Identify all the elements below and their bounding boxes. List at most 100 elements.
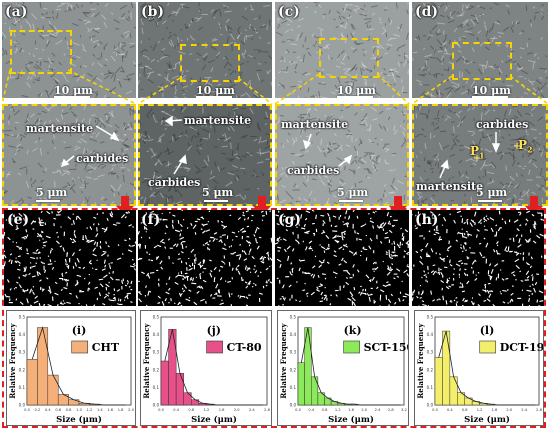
scale-label: 10 μm [54, 84, 93, 97]
sem-texture [140, 106, 270, 204]
scale-bar [339, 200, 363, 202]
scale-bar [36, 200, 60, 202]
annotation-arrows [302, 133, 353, 167]
histogram-i: 0.0 0.2 0.4 0.6 0.8 1.0 1.2 1.4 1.6 1.8 2.0 0.0 0.1 0… [6, 310, 136, 426]
scale-bar [337, 96, 373, 98]
annotation-arrows [164, 115, 187, 175]
zoom-panel-c: martensite carbides 5 μm [275, 104, 409, 206]
histogram-j: 0.0 0.4 0.8 1.2 1.6 2.0 2.4 2.8 0.0 0.1 0.2 0.3 0.4 0… [140, 310, 272, 426]
y-tick-label: 0.2 [19, 367, 26, 372]
y-tick-label: 0.3 [290, 350, 297, 355]
fit-curve [438, 330, 536, 406]
x-tick-label: 1.2 [477, 408, 483, 412]
annotation-martensite: martensite [26, 122, 94, 135]
x-tick-label: 0.4 [447, 408, 453, 412]
y-tick-label: 0.4 [290, 332, 297, 337]
scale-label: 5 μm [36, 186, 68, 199]
histogram-l: 0.0 0.4 0.8 1.2 1.6 2.0 2.4 2.8 0.0 0.1 0.2 0.3 0.4 0… [414, 310, 544, 426]
legend-label: CHT [92, 341, 120, 354]
y-tick-label: 0.2 [427, 367, 434, 372]
y-tick-label: 0.4 [153, 332, 160, 337]
annotation-carbides: carbides [148, 176, 201, 189]
legend-swatch [206, 340, 223, 354]
x-tick-label: 0.8 [462, 408, 468, 412]
histogram-bar [434, 357, 443, 406]
x-tick-label: 1.6 [107, 408, 113, 412]
y-tick-label: 0.5 [427, 315, 434, 320]
fit-curve [164, 329, 264, 406]
panel-label: (k) [344, 324, 362, 337]
panel-label: (j) [207, 324, 221, 337]
x-tick-label: 2.8 [264, 408, 270, 412]
y-tick-label: 0.1 [19, 385, 26, 390]
x-axis-label: Size (μm) [56, 414, 102, 425]
binary-texture [412, 210, 544, 306]
y-tick-label: 0.2 [290, 367, 297, 372]
panel-label-f: (f) [141, 212, 161, 228]
scale-label: 10 μm [337, 84, 376, 97]
annotation-martensite: martensite [184, 114, 252, 127]
sem-panel-d: (d) 10 μm [412, 2, 548, 98]
panel-label-d: (d) [415, 4, 439, 20]
sem-panel-a: (a) 10 μm [2, 2, 136, 98]
x-tick-label: 1.4 [97, 408, 103, 412]
annotation-martensite: martensite [416, 180, 484, 193]
x-tick-label: 1.2 [204, 408, 210, 412]
x-tick-label: 1.8 [118, 408, 124, 412]
dashed-frame [2, 208, 546, 428]
scale-bar [54, 96, 90, 98]
sem-texture [277, 106, 407, 204]
x-tick-label: 1.6 [219, 408, 225, 412]
histogram-bar [160, 360, 169, 406]
x-tick-label: 0.0 [24, 408, 30, 412]
x-tick-label: 0.8 [322, 408, 328, 412]
histogram-bar [449, 376, 458, 406]
scale-label: 5 μm [202, 186, 234, 199]
x-tick-label: 2.0 [128, 408, 134, 412]
x-tick-label: 2.0 [506, 408, 512, 412]
y-tick-label: 0.0 [427, 403, 434, 408]
x-tick-label: 1.2 [87, 408, 93, 412]
x-tick-label: 2.0 [361, 408, 367, 412]
x-tick-label: 2.4 [375, 408, 381, 412]
y-tick-label: 0.3 [427, 350, 434, 355]
y-axis-label: Relative Frequency [416, 322, 425, 398]
x-tick-label: 0.4 [308, 408, 314, 412]
binary-panel-f: (f) [138, 210, 272, 306]
fit-curve [31, 326, 126, 406]
scale-label: 10 μm [472, 84, 511, 97]
zoom-box [10, 30, 72, 74]
annotation-arrows [60, 125, 120, 168]
y-tick-label: 0.5 [19, 315, 26, 320]
panel-label: (l) [480, 324, 495, 337]
y-tick-label: 0.5 [290, 315, 297, 320]
y-tick-label: 0.0 [290, 403, 297, 408]
zoom-box [452, 42, 512, 80]
annotation-carbides: carbides [76, 152, 129, 165]
panel-label-b: (b) [141, 4, 165, 20]
x-axis-label: Size (μm) [464, 414, 510, 425]
scale-bar [478, 200, 502, 202]
histogram-k: 0.0 0.4 0.8 1.2 1.6 2.0 2.4 2.8 3.2 0.0 0.1 0.2 0.3 0… [277, 310, 409, 426]
legend-label: SCT-150 [364, 341, 408, 354]
sem-texture [4, 106, 134, 204]
sem-texture [2, 2, 136, 98]
annotation-martensite: martensite [281, 118, 349, 131]
panel-label-h: (h) [415, 212, 439, 228]
binary-panel-g: (g) [275, 210, 409, 306]
histogram-bar [26, 358, 38, 406]
sem-texture [412, 2, 548, 98]
y-tick-label: 0.1 [427, 385, 434, 390]
x-tick-label: 0.8 [66, 408, 72, 412]
histogram-bar [442, 330, 451, 406]
y-tick-label: 0.4 [427, 332, 434, 337]
x-tick-label: 0.0 [432, 408, 438, 412]
panel-label-c: (c) [278, 4, 300, 20]
x-tick-label: 0.6 [55, 408, 61, 412]
binary-texture [138, 210, 272, 306]
zoom-panel-b: martensite carbides 5 μm [138, 104, 272, 206]
y-tick-label: 0.1 [153, 385, 160, 390]
x-tick-label: 0.0 [158, 408, 164, 412]
x-tick-label: 3.2 [401, 408, 407, 412]
y-tick-label: 0.0 [19, 403, 26, 408]
